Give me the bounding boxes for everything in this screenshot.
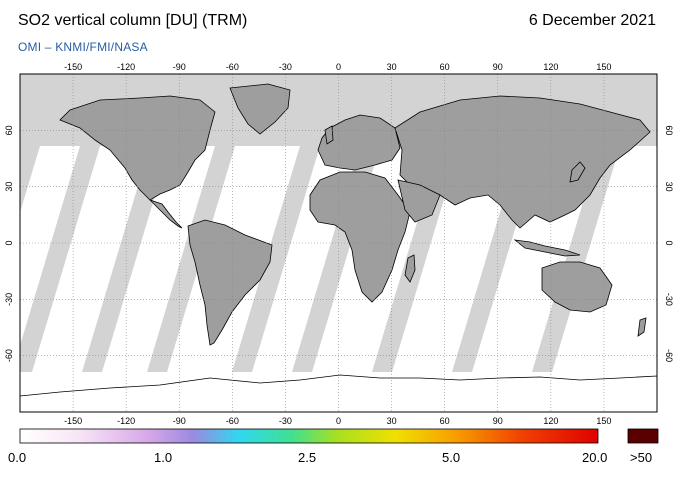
lon-tick-label-bottom: 120 <box>543 416 558 426</box>
lat-tick-label-right: 0 <box>664 240 674 245</box>
lon-tick-label-bottom: 0 <box>336 416 341 426</box>
north-america <box>59 95 216 201</box>
swath-gaps <box>20 146 620 372</box>
africa <box>309 171 411 303</box>
map-date: 6 December 2021 <box>528 12 656 29</box>
lon-tick-label-bottom: 90 <box>493 416 503 426</box>
swath-gap <box>532 146 620 372</box>
data-credit: OMI – KNMI/FMI/NASA <box>18 40 148 54</box>
lon-tick-label-top: -150 <box>64 62 82 72</box>
greenland <box>229 83 291 135</box>
colorbar-label-0: 0.0 <box>8 450 27 465</box>
swath-gap <box>147 146 235 372</box>
lat-tick-label-left: 30 <box>4 182 14 192</box>
lon-tick-label-top: 60 <box>440 62 450 72</box>
lon-tick-label-bottom: -30 <box>279 416 292 426</box>
land-masses <box>20 83 657 412</box>
colorbar <box>19 428 599 444</box>
swath-gap <box>20 146 40 213</box>
central-america <box>149 199 183 229</box>
lon-tick-label-top: -30 <box>279 62 292 72</box>
lat-tick-label-right: -30 <box>664 293 674 306</box>
lon-tick-label-bottom: 30 <box>387 416 397 426</box>
colorbar-label-3: 5.0 <box>442 450 461 465</box>
lon-tick-label-bottom: 150 <box>596 416 611 426</box>
madagascar <box>404 254 416 283</box>
lon-tick-label-bottom: 60 <box>440 416 450 426</box>
lat-tick-label-left: -30 <box>4 293 14 306</box>
australia <box>541 261 613 313</box>
japan <box>569 161 586 183</box>
lon-tick-label-top: 30 <box>387 62 397 72</box>
swath-gap <box>232 146 320 372</box>
antarctica <box>20 374 657 412</box>
map-frame <box>19 73 658 413</box>
lon-tick-label-bottom: -60 <box>226 416 239 426</box>
colorbar-label-1: 1.0 <box>154 450 173 465</box>
lon-tick-label-top: 0 <box>336 62 341 72</box>
swath-gap <box>20 146 100 372</box>
lat-tick-label-right: 30 <box>664 182 674 192</box>
new-zealand <box>637 317 647 337</box>
colorbar-label-4: 20.0 <box>582 450 608 465</box>
lon-tick-label-top: 90 <box>493 62 503 72</box>
lat-tick-label-left: 60 <box>4 125 14 135</box>
lon-tick-label-top: 120 <box>543 62 558 72</box>
indonesia <box>513 239 581 257</box>
lat-tick-label-left: 0 <box>4 240 14 245</box>
lon-tick-label-top: -120 <box>117 62 135 72</box>
lon-tick-label-bottom: -120 <box>117 416 135 426</box>
swath-gap <box>82 146 170 372</box>
lon-tick-label-top: 150 <box>596 62 611 72</box>
graticule <box>20 74 657 412</box>
lon-tick-label-top: -60 <box>226 62 239 72</box>
arabian-peninsula <box>397 179 441 223</box>
lat-tick-label-right: -60 <box>664 349 674 362</box>
lon-tick-label-bottom: -90 <box>173 416 186 426</box>
colorbar-label-2: 2.5 <box>298 450 317 465</box>
lat-tick-label-left: -60 <box>4 349 14 362</box>
lon-tick-label-top: -90 <box>173 62 186 72</box>
south-america <box>187 219 273 346</box>
lat-tick-label-right: 60 <box>664 125 674 135</box>
colorbar-overflow-label: >50 <box>630 450 653 465</box>
swath-gap <box>372 146 460 372</box>
lon-tick-label-bottom: -150 <box>64 416 82 426</box>
colorbar-overflow-box <box>627 428 659 444</box>
map-title: SO2 vertical column [DU] (TRM) <box>18 12 248 29</box>
